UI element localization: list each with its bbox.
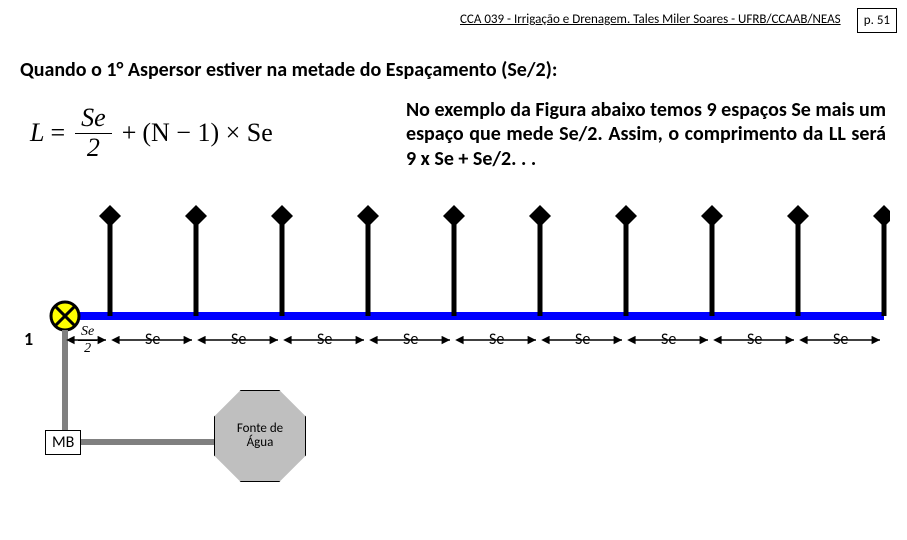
diagram-svg	[30, 200, 890, 500]
se-spacing-label: Se	[833, 330, 848, 349]
se-spacing-label: Se	[489, 330, 504, 349]
formula: L = Se 2 + (N − 1) × Se	[30, 104, 273, 162]
half-se-fraction: Se 2	[78, 324, 97, 357]
water-source-label: Fonte deÁgua	[237, 422, 283, 451]
se-spacing-label: Se	[403, 330, 418, 349]
formula-lhs: L	[30, 118, 44, 148]
se-spacing-label: Se	[317, 330, 332, 349]
se-spacing-label: Se	[575, 330, 590, 349]
se-spacing-label: Se	[747, 330, 762, 349]
water-source: Fonte deÁgua	[214, 390, 306, 482]
formula-rest: (N − 1) × Se	[142, 118, 272, 148]
page-number: p. 51	[857, 8, 897, 33]
formula-frac-den: 2	[81, 134, 106, 163]
se-spacing-label: Se	[661, 330, 676, 349]
se-spacing-label: Se	[145, 330, 160, 349]
se-spacing-label: Se	[231, 330, 246, 349]
irrigation-diagram: 1 Se 2 MB Fonte deÁgua SeSeSeSeSeSeSeSeS…	[30, 200, 890, 500]
half-se-den: 2	[81, 341, 94, 357]
title-line: Quando o 1° Aspersor estiver na metade d…	[20, 58, 557, 82]
mb-box: MB	[45, 430, 81, 455]
header-credit: CCA 039 - Irrigação e Drenagem. Tales Mi…	[460, 12, 841, 27]
half-se-num: Se	[78, 324, 97, 341]
formula-frac: Se 2	[75, 104, 112, 162]
formula-frac-num: Se	[75, 104, 112, 134]
explanation-text: No exemplo da Figura abaixo temos 9 espa…	[406, 98, 886, 171]
label-one: 1	[24, 328, 33, 350]
